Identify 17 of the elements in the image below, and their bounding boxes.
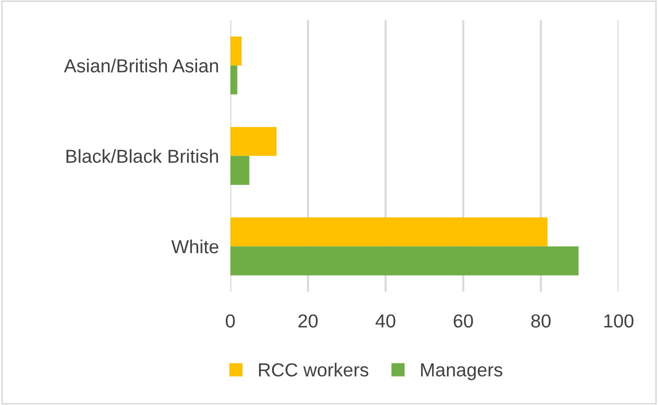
x-tick-label: 0: [226, 314, 235, 328]
y-tick-label: White: [171, 240, 218, 254]
y-tick-label: Black/Black British: [66, 149, 218, 163]
y-tick-label: Asian/British Asian: [64, 58, 218, 72]
bar: [230, 126, 276, 156]
x-tick-label: 80: [531, 314, 551, 328]
x-tick-label: 20: [298, 314, 318, 328]
bar: [230, 65, 238, 94]
bar: [230, 156, 250, 185]
legend-label: Managers: [421, 363, 502, 380]
x-tick-label: 100: [604, 314, 634, 328]
bar: [230, 246, 579, 276]
bar: [230, 36, 242, 66]
legend-label: RCC workers: [259, 362, 368, 377]
x-tick-label: 40: [376, 314, 396, 328]
bar: [230, 217, 548, 246]
x-tick-label: 60: [454, 314, 473, 328]
